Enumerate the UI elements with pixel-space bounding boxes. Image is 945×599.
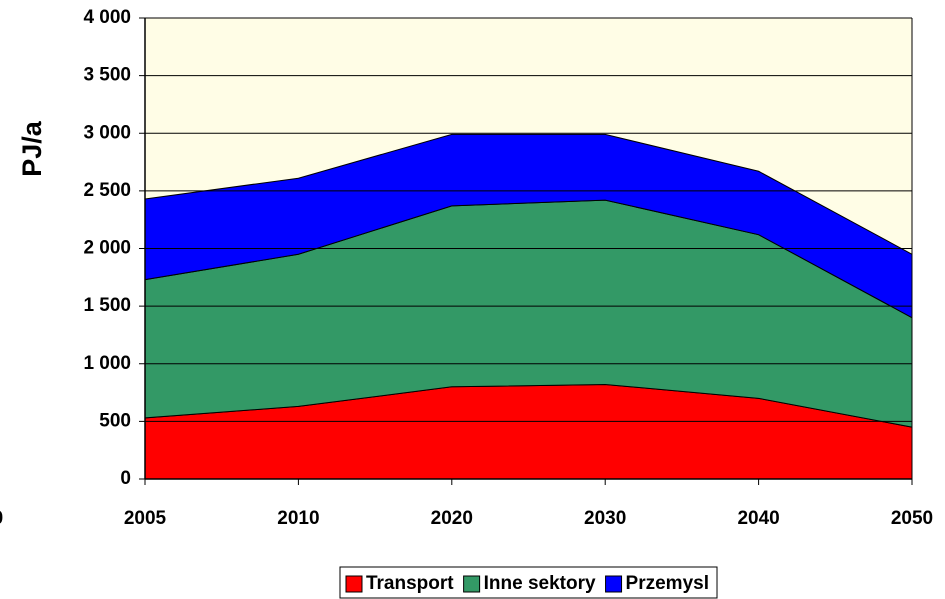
x-tick-label: 2040 xyxy=(737,508,779,529)
legend-swatch xyxy=(345,575,363,593)
y-tick-label: 3 000 xyxy=(83,122,131,143)
y-axis-label: PJ/a xyxy=(17,120,47,177)
y-tick-label: 2 000 xyxy=(83,238,131,259)
legend-box xyxy=(339,566,718,599)
x-tick-label: 2010 xyxy=(277,508,319,529)
legend-swatch xyxy=(605,575,623,593)
y-tick-label: 0 xyxy=(120,468,131,489)
y-tick-label: 1 500 xyxy=(83,295,131,316)
x-tick-label: 2030 xyxy=(584,508,626,529)
y-tick-label: 4 000 xyxy=(83,7,131,28)
x-tick-label: 2005 xyxy=(124,508,167,529)
legend: Transport Inne sektory Przemysl xyxy=(339,566,718,599)
legend-label: Inne sektory xyxy=(484,573,596,594)
y-tick-label: 2 500 xyxy=(83,180,131,201)
legend-label: Przemysl xyxy=(626,573,709,594)
x-tick-label: 2050 xyxy=(891,508,933,529)
legend-swatch xyxy=(463,575,481,593)
y-tick-label: 500 xyxy=(99,410,131,431)
legend-label: Transport xyxy=(366,573,454,594)
y-tick-label: 3 500 xyxy=(83,65,131,86)
clipped-label: 50 xyxy=(0,508,3,529)
x-tick-label: 2020 xyxy=(431,508,473,529)
y-tick-label: 1 000 xyxy=(83,353,131,374)
